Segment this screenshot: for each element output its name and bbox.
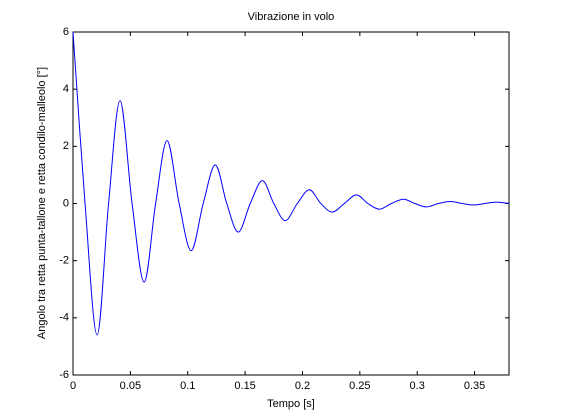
x-tick-label: 0.2 — [295, 380, 310, 392]
x-tick-label: 0 — [70, 380, 76, 392]
y-tick-label: 2 — [63, 140, 69, 152]
plot-area — [72, 31, 510, 376]
y-tick-label: -4 — [59, 312, 69, 324]
x-tick-label: 0.1 — [180, 380, 195, 392]
y-tick-label: -6 — [59, 369, 69, 381]
y-tick-label: 0 — [63, 197, 69, 209]
chart-title: Vibrazione in volo — [248, 11, 335, 23]
y-tick-label: 6 — [63, 26, 69, 38]
x-tick-label: 0.15 — [234, 380, 255, 392]
y-axis-label: Angolo tra retta punta-tallone e retta c… — [36, 67, 48, 339]
y-tick-label: -2 — [59, 255, 69, 267]
x-axis-label: Tempo [s] — [267, 398, 315, 410]
data-line — [72, 31, 510, 336]
x-tick-label: 0.25 — [349, 380, 370, 392]
x-tick-label: 0.35 — [464, 380, 485, 392]
x-tick-label: 0.3 — [410, 380, 425, 392]
x-tick-label: 0.05 — [120, 380, 141, 392]
y-tick-label: 4 — [63, 83, 69, 95]
